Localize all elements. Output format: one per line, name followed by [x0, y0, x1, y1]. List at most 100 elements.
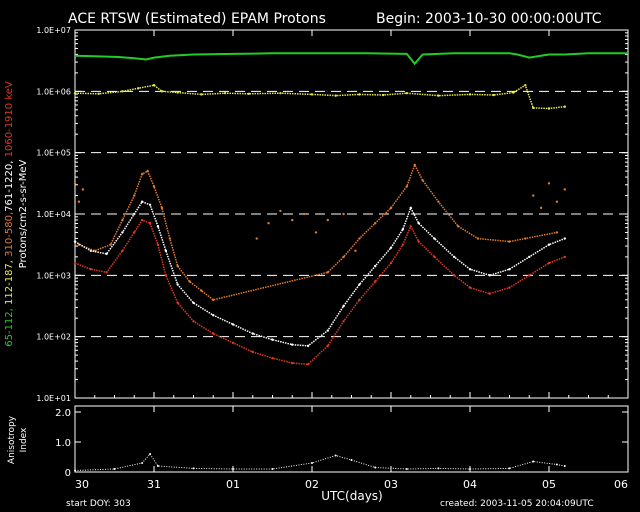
data-point	[160, 206, 164, 210]
data-point	[508, 467, 511, 470]
data-point	[563, 465, 566, 467]
data-point	[200, 289, 203, 292]
data-point	[156, 243, 160, 246]
data-point	[358, 237, 361, 240]
data-point	[251, 350, 254, 354]
data-point	[547, 107, 551, 110]
x-tick-label: 03	[384, 478, 398, 491]
data-point	[271, 338, 274, 341]
data-point	[89, 268, 93, 271]
data-point	[137, 87, 140, 90]
data-point	[358, 283, 361, 286]
data-point	[140, 218, 144, 222]
series-aniso	[74, 453, 566, 472]
y-tick-label: 1.0E+07	[36, 26, 71, 35]
data-point	[73, 261, 77, 265]
data-point	[358, 298, 361, 302]
data-point	[563, 188, 566, 191]
series-ch_310_580	[77, 163, 559, 302]
data-point	[374, 280, 377, 283]
data-point	[152, 84, 156, 87]
data-point	[532, 106, 535, 110]
data-point	[354, 249, 357, 252]
y-tick-label: 1.0E+06	[36, 87, 71, 96]
data-point	[133, 231, 136, 234]
data-point	[121, 90, 124, 93]
data-point	[164, 249, 168, 252]
data-point	[176, 283, 179, 286]
data-point	[555, 231, 559, 234]
data-point	[334, 454, 337, 457]
y-axis-label-part: 1060-1910 keV	[4, 81, 15, 157]
data-point	[528, 274, 531, 277]
series-ch_1060_1900	[73, 218, 566, 366]
data-point	[148, 222, 152, 225]
anisotropy-panel: 0 1.0 2.0 Anisotropy Index 30 31 01 02 03 04 05 06	[7, 405, 629, 491]
data-point	[401, 243, 405, 246]
y-axis-label-line2: Protons/cm2-s-sr-MeV	[18, 159, 29, 268]
data-point	[73, 240, 77, 243]
data-point	[81, 188, 85, 191]
data-point	[405, 185, 408, 188]
data-point	[271, 356, 274, 360]
anisotropy-y-label: Anisotropy	[7, 415, 17, 464]
data-point	[326, 344, 329, 348]
data-point	[512, 91, 515, 94]
data-point	[342, 255, 345, 259]
data-point	[476, 237, 480, 240]
data-point	[232, 468, 234, 470]
data-point	[334, 94, 337, 97]
data-point	[417, 240, 420, 243]
data-point	[133, 194, 136, 197]
chart-title: ACE RTSW (Estimated) EPAM Protons	[68, 11, 326, 27]
data-point	[358, 93, 361, 96]
data-point	[524, 84, 527, 87]
data-point	[453, 274, 456, 277]
data-point	[212, 332, 215, 335]
data-point	[563, 255, 566, 259]
data-point	[176, 91, 179, 94]
data-point	[555, 463, 558, 466]
data-point	[547, 261, 551, 265]
y-tick-label: 1.0E+03	[36, 271, 71, 280]
data-point	[437, 467, 440, 470]
data-point	[492, 93, 495, 97]
x-tick-label: 01	[226, 478, 240, 491]
data-point	[160, 90, 164, 93]
series-ch_115_195	[73, 84, 566, 110]
data-point	[413, 163, 416, 167]
data-point	[267, 222, 270, 225]
data-point	[437, 200, 440, 203]
data-point	[192, 467, 195, 470]
series-ch_310_580_scatter	[73, 182, 566, 252]
y-tick-label: 0	[65, 468, 71, 479]
data-point	[156, 465, 159, 467]
data-point	[105, 252, 108, 256]
data-point	[488, 274, 491, 277]
data-point	[433, 255, 436, 259]
data-point	[539, 206, 543, 210]
series-ch_795_1193	[73, 200, 566, 348]
data-point	[140, 172, 144, 176]
data-point	[176, 301, 179, 305]
data-point	[306, 363, 310, 366]
y-axis-label-part: 310-580,	[4, 212, 15, 257]
data-point	[176, 264, 179, 268]
data-point	[149, 453, 152, 455]
data-point	[146, 169, 149, 173]
data-point	[453, 255, 456, 259]
data-point	[547, 182, 551, 185]
data-point	[374, 466, 377, 469]
y-axis-label-part: Protons/cm2-s-sr-MeV	[18, 159, 29, 268]
data-point	[374, 264, 377, 268]
data-point	[291, 343, 294, 346]
data-point	[381, 93, 385, 97]
data-point	[156, 225, 160, 228]
data-point	[212, 314, 215, 317]
data-point	[468, 268, 472, 271]
data-point	[279, 91, 282, 95]
data-point	[74, 469, 76, 472]
series-line	[74, 52, 628, 66]
